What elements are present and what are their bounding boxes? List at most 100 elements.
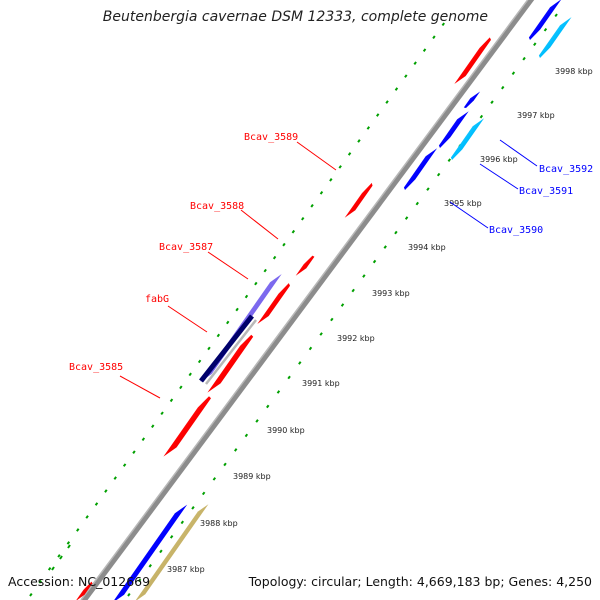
gene-label-right: Bcav_3592 (539, 164, 593, 175)
gene-label-left: Bcav_3588 (190, 201, 244, 212)
kbp-scale-labels: 3987 kbp 3988 kbp 3989 kbp 3990 kbp 3991 kbp… (167, 67, 593, 574)
track-dot-right (201, 491, 206, 496)
track-dot-right (148, 564, 152, 568)
track-dot-right (169, 535, 174, 539)
gene-arrow-Bcav_3587 (257, 283, 290, 324)
track-dot-right (191, 506, 195, 510)
track-dot-right (308, 346, 313, 351)
kbp-label: 3993 kbp (372, 289, 410, 298)
track-dot-left (226, 320, 230, 325)
track-dot-right (479, 114, 484, 119)
track-dot-right (394, 230, 398, 235)
backbone-highlight (80, 0, 529, 600)
track-dot-left (394, 87, 399, 91)
track-dot-right (234, 448, 238, 452)
gene-label-left: Bcav_3589 (244, 132, 298, 143)
map-title: Beutenbergia cavernae DSM 12333, complet… (102, 9, 488, 25)
track-dot-left (310, 203, 314, 208)
dotted-track-left (29, 22, 446, 597)
track-dot-right (372, 259, 377, 264)
gene-arrow-fabG (207, 334, 254, 393)
kbp-label: 3998 kbp (555, 67, 593, 76)
track-dot-left (122, 463, 127, 467)
gene-label-left: fabG (145, 294, 169, 305)
track-dot-right (490, 100, 494, 104)
accession-label: Accession: NC_012669 (8, 574, 151, 589)
track-dot-right (436, 172, 441, 177)
track-dot-left (151, 424, 155, 429)
feature-bar-gray (205, 319, 257, 385)
gene-arrow-Bcav_3590 (403, 148, 438, 190)
track-dot-right (362, 274, 366, 278)
gc-skew-track (51, 544, 71, 571)
feature-track (76, 0, 572, 600)
label-leader-line (296, 141, 337, 171)
track-dot-right (404, 216, 409, 220)
track-dot-left (272, 255, 277, 260)
track-dot-left (94, 502, 99, 506)
track-dot-left (216, 333, 221, 338)
backbone-line (81, 0, 535, 600)
track-dot-left (160, 411, 164, 416)
track-dot-right (511, 71, 516, 76)
label-leader-line (449, 201, 489, 229)
track-dot-left (432, 35, 436, 40)
kbp-label: 3991 kbp (302, 379, 340, 388)
kbp-label: 3994 kbp (408, 243, 446, 252)
track-dot-left (66, 541, 71, 545)
gc-dash (51, 566, 55, 571)
track-dot-left (104, 489, 108, 493)
track-dot-left (291, 229, 296, 234)
gene-label-left: Bcav_3585 (69, 362, 123, 373)
track-dot-right (447, 158, 452, 162)
track-dot-left (188, 372, 192, 377)
track-dot-right (415, 201, 419, 206)
track-dot-left (197, 359, 202, 364)
track-dot-left (413, 61, 417, 65)
track-dot-left (235, 307, 239, 312)
kbp-label: 3987 kbp (167, 565, 205, 574)
track-dot-left (366, 126, 371, 130)
kbp-label: 3997 kbp (517, 111, 555, 120)
label-leader-line (240, 209, 279, 240)
track-dot-left (207, 346, 211, 351)
track-dot-left (57, 554, 61, 558)
track-dot-left (113, 476, 117, 480)
track-dot-right (212, 477, 217, 481)
track-dot-left (441, 22, 446, 27)
track-dot-left (329, 178, 333, 182)
track-dot-right (298, 361, 302, 365)
track-dot-right (127, 592, 131, 597)
track-dot-left (244, 294, 249, 299)
gene-label-right: Bcav_3591 (519, 186, 573, 197)
label-leader-line (479, 163, 519, 190)
track-dot-right (287, 375, 291, 380)
track-dot-left (179, 385, 183, 390)
gene-arrow-forward-2 (454, 37, 491, 84)
track-dot-right (255, 419, 259, 423)
track-dot-right (319, 332, 323, 336)
gene-arrow-Bcav_3592 (538, 17, 572, 59)
track-dot-left (76, 528, 80, 532)
track-dot-right (383, 245, 387, 249)
gene-arrow-reverse-4 (528, 0, 561, 40)
track-dot-left (29, 592, 33, 597)
track-dot-right (276, 390, 281, 394)
track-dot-right (426, 187, 430, 191)
track-dot-right (351, 288, 355, 293)
gene-arrow-reverse-3 (463, 91, 481, 108)
track-dot-left (132, 450, 136, 454)
track-dot-left (376, 113, 380, 117)
label-leader-line (207, 251, 249, 280)
feature-bar-navy (199, 314, 254, 383)
gc-dash (59, 555, 63, 560)
gene-arrow-reverse-2 (438, 111, 469, 148)
track-dot-left (47, 567, 52, 571)
track-dot-left (385, 100, 389, 104)
kbp-label: 3996 kbp (480, 155, 518, 164)
label-leader-line (119, 375, 161, 399)
kbp-label: 3992 kbp (337, 334, 375, 343)
gene-box-reverse-strand (114, 504, 188, 600)
gene-arrow-forward (76, 581, 93, 600)
kbp-label: 3990 kbp (267, 426, 305, 435)
